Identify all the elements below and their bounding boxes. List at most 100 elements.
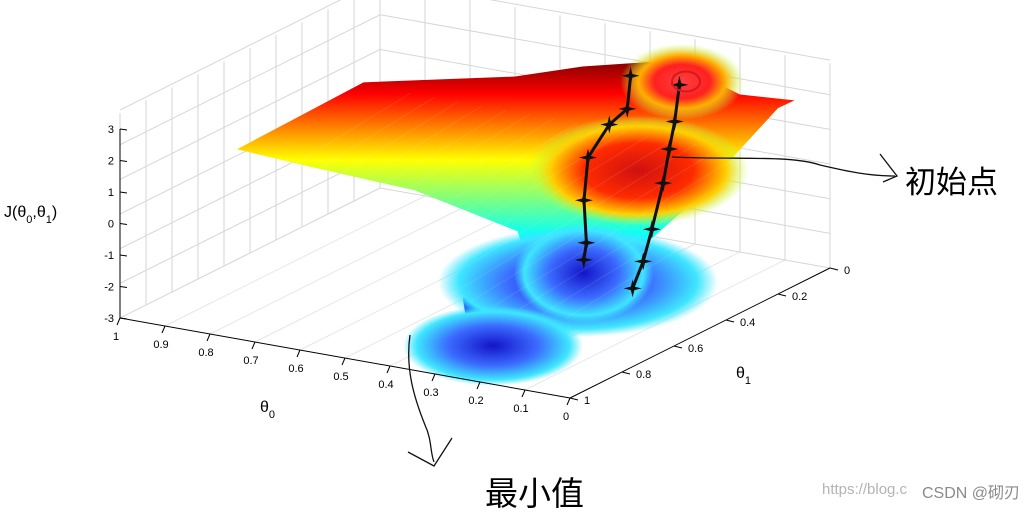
x-tick-label: 0.6 — [288, 363, 303, 375]
y-tick-label: 0.8 — [636, 369, 651, 381]
path-point — [600, 115, 619, 134]
y-axis-title: θ1 — [736, 365, 751, 387]
y-tick-label: 0.2 — [792, 291, 807, 303]
z-tick — [119, 254, 128, 257]
path-point — [654, 174, 673, 193]
x-tick — [521, 389, 526, 398]
x-tick — [161, 325, 166, 334]
path-point — [621, 66, 640, 85]
x-tick-label: 0.1 — [513, 403, 528, 415]
path-point — [623, 279, 642, 298]
path-point — [660, 140, 679, 159]
watermark-author: CSDN @砌刃 — [922, 485, 1021, 502]
mesh-line — [184, 96, 435, 251]
y-tick-label: 0.6 — [688, 343, 703, 355]
y-tick — [673, 345, 683, 349]
y-tick-label: 1 — [584, 395, 590, 407]
y-tick-label: 0.4 — [740, 317, 755, 329]
x-tick-label: 1 — [113, 331, 119, 343]
z-tick — [119, 191, 128, 194]
grid-line — [119, 0, 831, 111]
z-tick-label: -3 — [104, 313, 114, 325]
mesh-line — [160, 92, 412, 247]
z-tick — [119, 223, 128, 225]
mesh-line — [542, 160, 793, 315]
descent-path-2 — [574, 66, 640, 269]
y-axis — [569, 267, 831, 399]
z-tick-label: 3 — [108, 124, 114, 136]
z-tick-label: 1 — [108, 187, 114, 199]
x-axis-title: θ0 — [260, 399, 275, 421]
path-point — [574, 250, 593, 269]
x-tick — [206, 333, 211, 342]
y-tick-label: 0 — [844, 265, 850, 277]
x-tick-label: 0.5 — [333, 371, 348, 383]
x-tick-label: 0.4 — [378, 379, 393, 391]
mesh-line — [446, 143, 697, 298]
path-point — [577, 233, 596, 252]
mesh-line — [303, 118, 555, 273]
annotation-arrows — [407, 153, 899, 467]
mesh-line — [351, 126, 602, 281]
min-arrow-line — [408, 334, 435, 463]
mesh-line — [327, 122, 578, 277]
surface-feature — [513, 223, 654, 323]
x-tick-label: 0.9 — [153, 339, 168, 351]
x-tick-label: 0.7 — [243, 355, 258, 367]
mesh-line — [422, 139, 674, 294]
surface-feature — [403, 305, 583, 386]
x-tick-label: 0 — [563, 411, 569, 423]
mesh-line — [518, 156, 769, 311]
grid-line — [209, 203, 471, 335]
z-tick — [119, 160, 128, 162]
y-tick — [829, 267, 839, 271]
watermark-url: https://blog.c — [822, 481, 908, 498]
mesh-line — [280, 113, 531, 268]
y-tick — [725, 319, 735, 323]
path-point — [575, 191, 593, 210]
y-tick — [569, 397, 579, 401]
path-point — [579, 148, 597, 167]
x-tick — [476, 381, 481, 390]
x-tick — [296, 349, 301, 358]
x-tick — [386, 365, 391, 374]
x-tick — [251, 341, 256, 350]
mesh-line — [470, 147, 721, 302]
x-tick-label: 0.8 — [198, 347, 213, 359]
path-point — [634, 252, 653, 271]
grid-line — [164, 195, 426, 327]
z-axis-title: J(θ0,θ1) — [4, 204, 57, 226]
mesh-line — [256, 109, 507, 264]
y-tick — [777, 293, 787, 297]
z-tick-label: 0 — [108, 219, 114, 231]
mesh-line — [565, 164, 817, 319]
z-tick-label: -2 — [104, 282, 114, 294]
path-point — [670, 75, 689, 94]
min-arrowhead — [407, 437, 453, 467]
minimum-label: 最小值 — [485, 474, 584, 513]
path-point — [665, 112, 684, 131]
axes: 3 2 1 0 -1 -2 -3 1 0.9 0.8 0.7 0.6 0.5 0.4 0.3 0.2 0.1 0 0… — [4, 124, 850, 423]
x-tick — [116, 317, 121, 326]
start-arrow-line — [671, 156, 896, 177]
z-tick — [119, 128, 128, 131]
x-tick — [431, 373, 436, 382]
grid-line — [254, 211, 516, 343]
x-tick-label: 0.3 — [423, 387, 438, 399]
mesh-line — [399, 134, 650, 289]
z-tick-label: -1 — [104, 250, 114, 262]
x-tick — [341, 357, 346, 366]
surface-feature — [620, 43, 744, 120]
cost-surface — [160, 43, 817, 386]
z-tick-label: 2 — [108, 156, 114, 168]
path-point — [618, 99, 637, 118]
z-tick — [119, 286, 128, 288]
path-point — [642, 220, 661, 239]
mesh-line — [494, 151, 745, 306]
x-tick — [566, 397, 571, 406]
x-tick-label: 0.2 — [468, 395, 483, 407]
descent-path-1 — [623, 70, 701, 298]
mesh-line — [232, 105, 483, 260]
y-tick — [621, 371, 631, 375]
grid-line — [119, 187, 381, 319]
